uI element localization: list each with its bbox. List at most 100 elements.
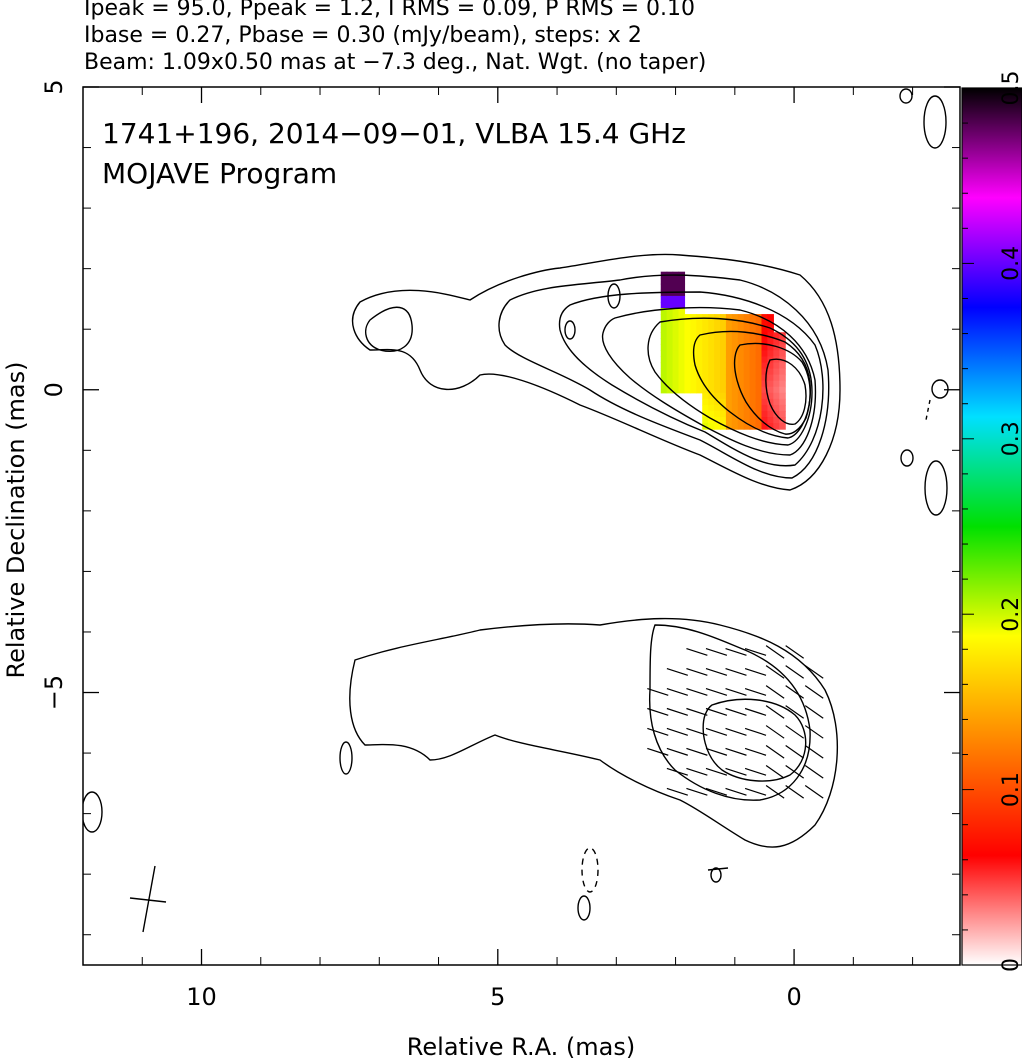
polarization-vector xyxy=(666,787,688,796)
annotation-source: 1741+196, 2014−09−01, VLBA 15.4 GHz xyxy=(102,117,686,150)
polarization-vector xyxy=(765,745,785,759)
polarization-pixel xyxy=(660,368,668,376)
polarization-pixel xyxy=(779,404,786,412)
polarization-pixel xyxy=(749,404,757,412)
polarization-vector xyxy=(785,705,805,719)
polarization-pixel xyxy=(761,320,769,327)
polarization-pixel xyxy=(708,332,715,339)
polarization-pixel xyxy=(743,320,751,327)
polarization-pixel xyxy=(737,332,745,339)
polarization-pixel xyxy=(714,380,721,388)
polarization-vector xyxy=(686,707,708,716)
polarization-pixel xyxy=(708,374,715,382)
polarization-pixel xyxy=(660,277,668,285)
polarization-pixel xyxy=(755,344,763,351)
polarization-vector xyxy=(705,767,728,776)
polarization-pixel xyxy=(749,380,757,388)
polarization-vector xyxy=(686,747,708,756)
polarization-pixel xyxy=(737,398,745,406)
lower-contours xyxy=(83,617,838,921)
polarization-pixel xyxy=(684,320,691,327)
polarization-pixel xyxy=(743,380,751,388)
polarization-pixel xyxy=(743,392,751,400)
x-axis-label: Relative R.A. (mas) xyxy=(407,1033,635,1061)
polarization-pixel xyxy=(743,404,751,412)
polarization-pixel xyxy=(660,374,668,382)
polarization-pixel xyxy=(696,362,703,370)
polarization-pixel xyxy=(702,344,709,351)
polarization-pixel xyxy=(725,332,733,339)
polarization-pixel xyxy=(737,350,745,358)
polarization-pixel xyxy=(708,417,715,424)
contour-blob xyxy=(83,791,103,833)
polarization-pixel xyxy=(714,392,721,400)
polarization-pixel xyxy=(690,368,697,376)
header-line-2: Ibase = 0.27, Pbase = 0.30 (mJy/beam), s… xyxy=(84,23,642,48)
polarization-vector xyxy=(804,725,824,739)
polarization-pixel xyxy=(690,386,697,394)
polarization-pixel xyxy=(720,362,727,370)
polarization-vector xyxy=(647,747,669,756)
polarization-vector xyxy=(785,745,805,759)
polarization-pixel xyxy=(672,356,680,364)
polarization-pixel xyxy=(660,332,668,339)
polarization-pixel xyxy=(708,314,715,321)
polarization-vector xyxy=(785,645,805,659)
polarization-pixel xyxy=(702,404,709,412)
polarization-vector xyxy=(804,745,824,759)
polarization-pixel xyxy=(743,350,751,358)
polarization-pixel xyxy=(773,374,780,382)
polarization-pixel xyxy=(755,320,763,327)
polarization-pixel xyxy=(725,344,733,351)
x-tick-labels: 10 5 0 xyxy=(186,983,801,1011)
polarization-pixel xyxy=(737,410,745,418)
contour-blob xyxy=(899,88,913,104)
polarization-pixel xyxy=(720,320,727,327)
polarization-pixel xyxy=(672,301,680,309)
polarization-pixel xyxy=(714,326,721,333)
polarization-pixel xyxy=(773,386,780,394)
polarization-pixel xyxy=(720,332,727,339)
polarization-pixel xyxy=(749,392,757,400)
polarization-pixel xyxy=(731,423,739,430)
polarization-pixel xyxy=(720,386,727,394)
polarization-pixel xyxy=(755,392,763,400)
polarization-pixel xyxy=(743,338,751,345)
polarization-pixel xyxy=(720,326,727,333)
polarization-pixel xyxy=(731,344,739,351)
polarization-pixel xyxy=(761,404,769,412)
polarization-pixel xyxy=(761,392,769,400)
polarization-pixel xyxy=(672,320,680,327)
polarization-pixel xyxy=(666,374,674,382)
polarization-pixel xyxy=(755,314,763,321)
polarization-vector xyxy=(686,667,708,676)
y-tick-labels: 5 0 −5 xyxy=(40,79,68,710)
polarization-pixel xyxy=(767,344,774,351)
polarization-pixel xyxy=(666,277,674,285)
major-ticks xyxy=(83,86,960,965)
header-line-3: Beam: 1.09x0.50 mas at −7.3 deg., Nat. W… xyxy=(84,50,707,75)
polarization-pixel xyxy=(737,368,745,376)
polarization-pixel xyxy=(725,350,733,358)
polarization-pixel xyxy=(678,374,686,382)
polarization-pixel xyxy=(672,374,680,382)
x-tick-label: 5 xyxy=(490,983,505,1011)
polarization-pixel xyxy=(678,350,686,358)
polarization-pixel xyxy=(731,338,739,345)
polarization-pixel xyxy=(672,314,680,321)
polarization-pixel xyxy=(743,344,751,351)
polarization-vector xyxy=(705,647,728,656)
polarization-pixel xyxy=(690,362,697,370)
polarization-vector xyxy=(666,687,688,696)
polarization-pixel xyxy=(755,417,763,424)
x-tick-label: 10 xyxy=(186,983,217,1011)
polarization-pixel xyxy=(755,350,763,358)
polarization-vector xyxy=(744,787,767,796)
polarization-pixel xyxy=(708,410,715,418)
polarization-pixel xyxy=(779,368,786,376)
polarization-pixel xyxy=(708,368,715,376)
colorbar xyxy=(962,88,1022,965)
polarization-pixel xyxy=(725,320,733,327)
polarization-pixel xyxy=(737,320,745,327)
